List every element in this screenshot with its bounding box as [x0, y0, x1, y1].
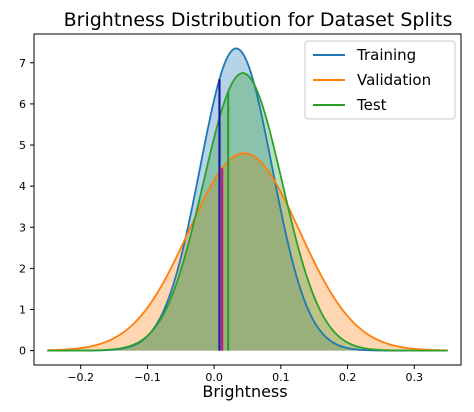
- x-tick-label: 0.0: [205, 371, 223, 384]
- y-tick-label: 5: [19, 139, 26, 152]
- x-tick-label: 0.2: [339, 371, 357, 384]
- x-tick-label: 0.1: [272, 371, 290, 384]
- y-tick-label: 7: [19, 57, 26, 70]
- y-tick-label: 0: [19, 345, 26, 358]
- x-tick-label: −0.1: [134, 371, 161, 384]
- legend-label-training: Training: [356, 46, 416, 64]
- area-fill-validation: [47, 153, 448, 351]
- y-tick-label: 1: [19, 303, 26, 316]
- y-tick-label: 3: [19, 221, 26, 234]
- axes: −0.2 −0.1 0.0 0.1 0.2 0.3 0 1 2 3 4 5 6 7: [19, 33, 462, 384]
- series-line-test: [47, 72, 448, 352]
- legend-label-validation: Validation: [357, 71, 431, 89]
- x-axis-label: Brightness: [202, 382, 287, 401]
- legend-label-test: Test: [356, 96, 387, 114]
- axes-frame: [33, 33, 462, 366]
- y-tick-label: 4: [19, 180, 26, 193]
- area-fill-training: [47, 48, 448, 351]
- legend-box: [304, 40, 456, 120]
- series-line-validation: [47, 152, 448, 352]
- area-fill-test: [47, 73, 448, 351]
- y-tick-label: 2: [19, 262, 26, 275]
- x-tick-label: 0.3: [406, 371, 424, 384]
- legend: Training Validation Test: [304, 40, 456, 120]
- x-tick-label: −0.2: [67, 371, 94, 384]
- y-tick-label: 6: [19, 98, 26, 111]
- chart-title: Brightness Distribution for Dataset Spli…: [64, 9, 453, 31]
